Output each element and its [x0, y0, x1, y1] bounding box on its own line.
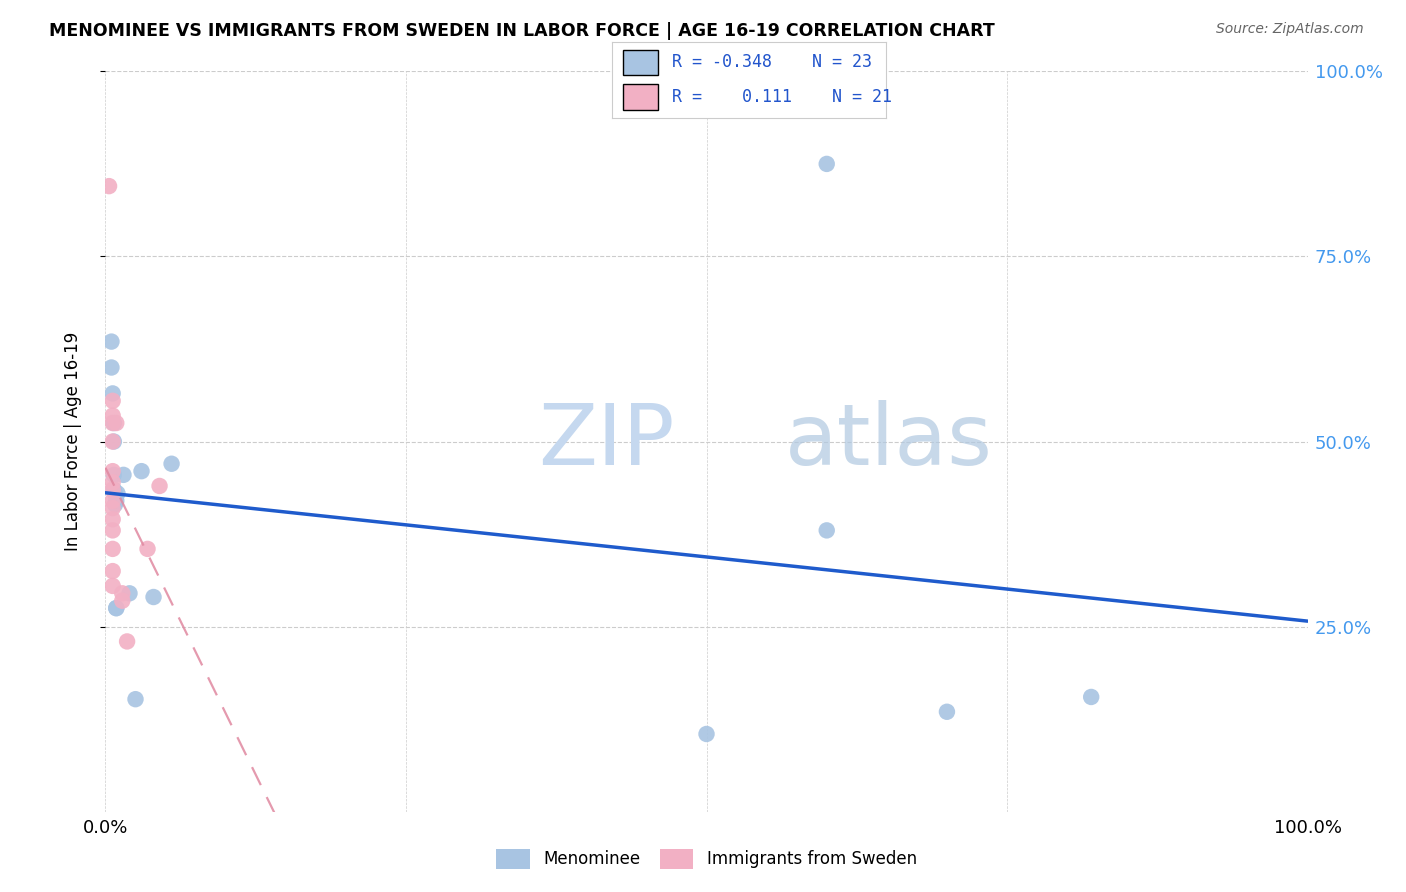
- Point: [815, 157, 838, 171]
- Text: MENOMINEE VS IMMIGRANTS FROM SWEDEN IN LABOR FORCE | AGE 16-19 CORRELATION CHART: MENOMINEE VS IMMIGRANTS FROM SWEDEN IN L…: [49, 22, 995, 40]
- Point: [101, 434, 124, 449]
- Point: [815, 524, 838, 538]
- Point: [160, 457, 183, 471]
- Point: [115, 634, 138, 648]
- Point: [101, 512, 124, 526]
- Point: [105, 601, 128, 615]
- Point: [118, 586, 141, 600]
- Point: [101, 393, 124, 408]
- Point: [101, 524, 124, 538]
- Point: [1080, 690, 1102, 704]
- Point: [100, 334, 122, 349]
- Point: [101, 541, 124, 556]
- Point: [111, 586, 134, 600]
- Point: [936, 705, 959, 719]
- Point: [131, 464, 153, 478]
- Point: [101, 416, 124, 430]
- Y-axis label: In Labor Force | Age 16-19: In Labor Force | Age 16-19: [63, 332, 82, 551]
- Point: [696, 727, 718, 741]
- Point: [101, 501, 124, 516]
- Point: [104, 486, 127, 500]
- Point: [111, 593, 134, 607]
- Point: [124, 692, 146, 706]
- Point: [101, 386, 124, 401]
- Text: Source: ZipAtlas.com: Source: ZipAtlas.com: [1216, 22, 1364, 37]
- Point: [104, 498, 127, 512]
- Point: [101, 579, 124, 593]
- Text: ZIP: ZIP: [538, 400, 675, 483]
- Point: [112, 467, 135, 482]
- Point: [142, 590, 165, 604]
- Point: [101, 475, 124, 490]
- Point: [148, 479, 170, 493]
- Text: R =    0.111    N = 21: R = 0.111 N = 21: [672, 88, 891, 106]
- Point: [105, 493, 128, 508]
- Point: [103, 416, 125, 430]
- Point: [103, 483, 125, 497]
- Text: atlas: atlas: [785, 400, 993, 483]
- Point: [100, 360, 122, 375]
- Point: [136, 541, 159, 556]
- Legend: Menominee, Immigrants from Sweden: Menominee, Immigrants from Sweden: [488, 840, 925, 878]
- Point: [105, 601, 128, 615]
- Point: [101, 564, 124, 578]
- FancyBboxPatch shape: [623, 50, 658, 75]
- Point: [107, 486, 129, 500]
- Point: [103, 467, 125, 482]
- Point: [103, 434, 125, 449]
- Point: [105, 416, 128, 430]
- Point: [101, 464, 124, 478]
- Text: R = -0.348    N = 23: R = -0.348 N = 23: [672, 54, 872, 71]
- Point: [98, 179, 121, 194]
- Point: [101, 493, 124, 508]
- Point: [101, 483, 124, 497]
- Point: [101, 409, 124, 423]
- FancyBboxPatch shape: [623, 85, 658, 111]
